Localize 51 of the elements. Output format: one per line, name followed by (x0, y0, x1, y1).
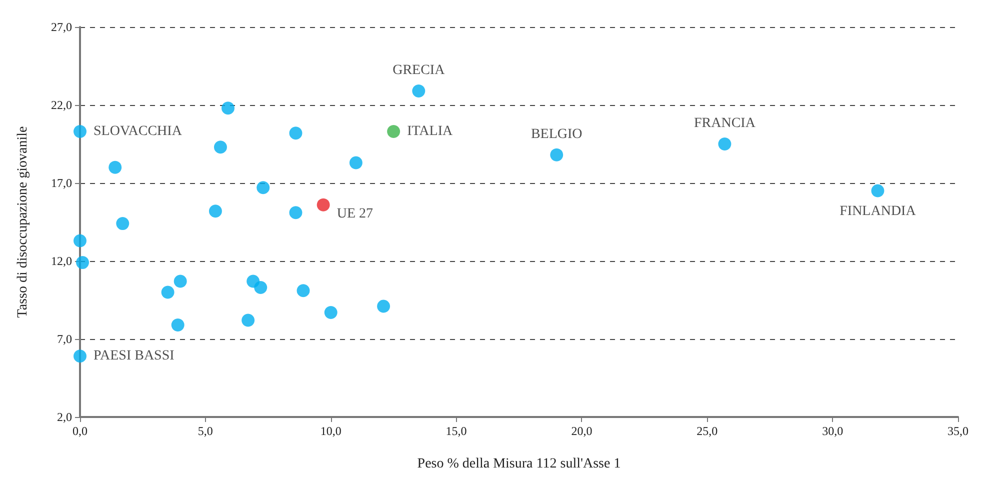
point (289, 126, 302, 140)
data-label: FRANCIA (694, 116, 756, 131)
x-tick-label: 35,0 (948, 424, 968, 438)
y-tick-label: 27,0 (51, 20, 72, 34)
point (316, 198, 330, 212)
x-tick-label: 25,0 (696, 424, 718, 438)
point (116, 217, 130, 230)
point (214, 140, 227, 154)
point (74, 125, 86, 138)
data-label: PAESI BASSI (94, 348, 175, 364)
point (324, 306, 338, 319)
data-label: ITALIA (407, 124, 454, 140)
point (242, 314, 255, 327)
point (254, 281, 268, 294)
point (161, 286, 174, 299)
y-tick-label: 12,0 (51, 254, 72, 268)
point (108, 160, 122, 174)
point (256, 181, 270, 194)
point (171, 318, 184, 332)
point (349, 156, 362, 170)
point (718, 138, 732, 150)
point (550, 148, 564, 162)
x-axis-title: Peso % della Misura 112 sull'Asse 1 (417, 456, 621, 472)
data-label: FINLANDIA (840, 204, 917, 219)
data-label: UE 27 (336, 206, 374, 222)
data-label: BELGIO (530, 126, 582, 142)
y-tick-label: 22,0 (51, 98, 72, 112)
x-tick-label: 15,0 (446, 424, 467, 438)
point (222, 102, 235, 115)
y-tick-label: 7,0 (57, 332, 72, 346)
point (412, 84, 426, 98)
point (871, 184, 884, 198)
y-tick-label: 2,0 (57, 410, 72, 424)
point (387, 125, 400, 138)
y-axis-title: Tasso di disoccupazione giovanile (16, 126, 30, 318)
point (377, 300, 390, 313)
x-tick-label: 5,0 (198, 424, 213, 438)
point (76, 256, 90, 270)
data-label: SLOVACCHIA (94, 124, 183, 140)
x-tick-label: 0,0 (72, 424, 88, 438)
point (296, 284, 310, 298)
x-tick-label: 30,0 (822, 424, 844, 438)
point (289, 206, 302, 220)
x-tick-label: 20,0 (571, 424, 592, 438)
point (74, 350, 86, 363)
x-tick-label: 10,0 (320, 424, 342, 438)
point (174, 274, 187, 288)
point (208, 204, 222, 218)
y-tick-label: 17,0 (51, 176, 72, 190)
data-label: GRECIA (392, 62, 446, 78)
point (74, 234, 86, 248)
